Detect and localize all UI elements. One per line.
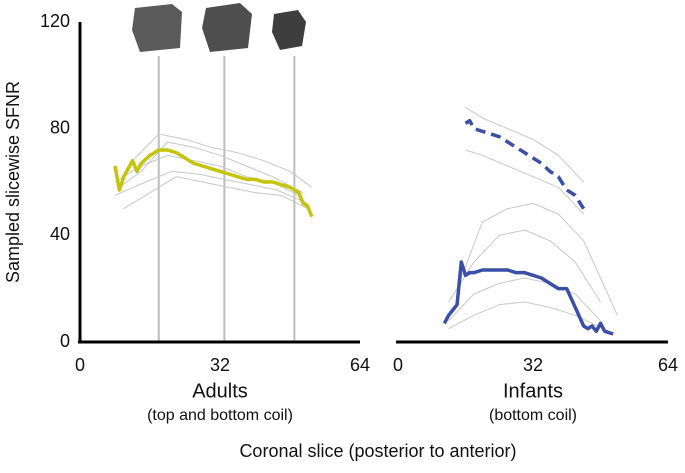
brain-slice-image — [132, 4, 182, 52]
series-line — [448, 229, 601, 303]
series-line — [113, 148, 314, 218]
series-line — [448, 301, 610, 332]
x-tick-label: 64 — [658, 355, 678, 375]
series-line — [114, 170, 308, 204]
y-tick-label: 40 — [50, 224, 70, 244]
x-tick-label: 0 — [75, 355, 85, 375]
panel-subtitle: (bottom coil) — [489, 407, 577, 424]
panel-title: Infants — [503, 380, 563, 402]
x-axis-label: Coronal slice (posterior to anterior) — [239, 441, 516, 461]
series-line — [465, 149, 584, 215]
panel-title: Adults — [192, 380, 248, 402]
series-line — [464, 118, 586, 210]
series-line — [442, 260, 614, 336]
panel-subtitle: (top and bottom coil) — [147, 407, 293, 424]
x-tick-label: 32 — [210, 355, 230, 375]
brain-slice-image — [272, 10, 306, 50]
x-tick-label: 32 — [523, 355, 543, 375]
series-line — [456, 202, 618, 316]
series-line — [465, 106, 584, 183]
series-line — [119, 141, 304, 194]
y-tick-label: 80 — [50, 117, 70, 137]
brain-slice-image — [202, 3, 252, 52]
series-line — [132, 133, 313, 188]
x-tick-label: 0 — [393, 355, 403, 375]
y-tick-label: 120 — [40, 11, 70, 31]
x-tick-label: 64 — [350, 355, 370, 375]
y-axis-label: Sampled slicewise SFNR — [3, 81, 23, 283]
series-line — [123, 176, 308, 210]
y-tick-label: 0 — [60, 331, 70, 351]
series-line — [448, 277, 601, 322]
brain-images — [132, 3, 306, 52]
